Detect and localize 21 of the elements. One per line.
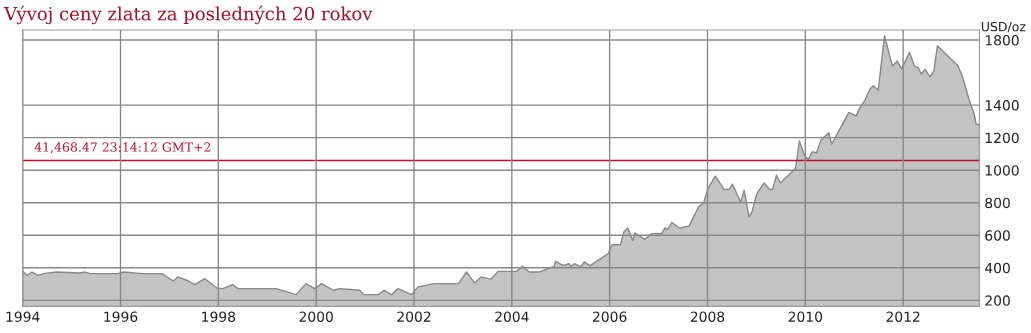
y-tick-label: 1200 [985,132,1019,144]
x-tick-label: 1998 [202,311,236,322]
annotation: 41,468.47 23:14:12 GMT+2 [34,142,211,154]
y-axis-title: USD/oz [981,21,1026,33]
y-tick-label: 800 [985,197,1010,209]
y-tick-label: 1800 [985,35,1019,46]
x-tick-label: 2010 [788,311,823,322]
x-tick-label: 2000 [299,311,333,322]
x-tick-label: 2002 [397,311,431,322]
y-tick-label: 1400 [985,100,1019,111]
y-tick-label: 200 [985,295,1010,306]
x-tick-label: 1996 [104,311,138,322]
y-tick-label: 400 [984,262,1010,274]
x-tick-label: 2004 [495,311,529,322]
y-tick-label: 1000 [985,165,1019,176]
x-tick-label: 2008 [690,311,725,322]
x-tick-label: 1994 [6,311,40,322]
y-tick-label: 600 [985,230,1010,241]
x-tick-label: 2006 [593,311,627,322]
chart-title: Vývoj ceny zlata za posledných 20 rokov [3,5,373,25]
x-tick-label: 2012 [886,311,920,322]
